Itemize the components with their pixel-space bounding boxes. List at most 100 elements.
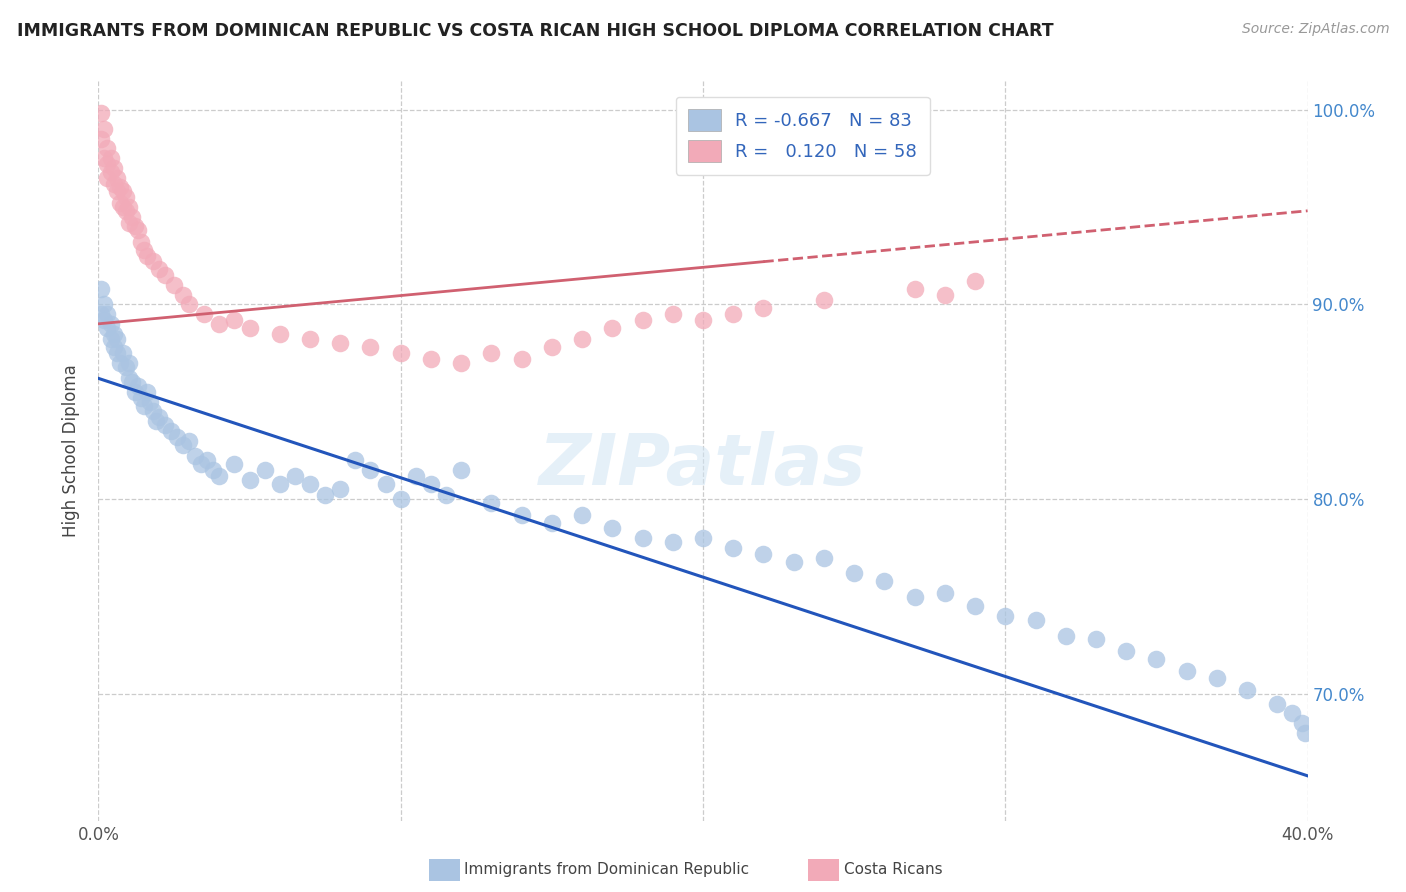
- Point: [602, 320, 624, 334]
- Point: [299, 476, 322, 491]
- Point: [1206, 672, 1229, 686]
- Point: [153, 418, 176, 433]
- Point: [108, 180, 131, 194]
- Point: [96, 307, 118, 321]
- Point: [602, 521, 624, 535]
- Point: [510, 508, 533, 522]
- Point: [148, 262, 170, 277]
- Point: [813, 293, 835, 308]
- Point: [90, 282, 112, 296]
- Point: [118, 356, 141, 370]
- Point: [450, 463, 472, 477]
- Text: ZIPatlas: ZIPatlas: [540, 431, 866, 500]
- Point: [389, 346, 412, 360]
- Point: [139, 394, 162, 409]
- Point: [184, 450, 207, 464]
- Point: [114, 190, 136, 204]
- Text: IMMIGRANTS FROM DOMINICAN REPUBLIC VS COSTA RICAN HIGH SCHOOL DIPLOMA CORRELATIO: IMMIGRANTS FROM DOMINICAN REPUBLIC VS CO…: [17, 22, 1053, 40]
- Point: [108, 196, 131, 211]
- Point: [239, 320, 262, 334]
- Point: [96, 157, 118, 171]
- Point: [208, 468, 231, 483]
- Point: [105, 346, 128, 360]
- Point: [195, 453, 218, 467]
- Point: [329, 336, 352, 351]
- Point: [105, 333, 128, 347]
- Point: [93, 122, 115, 136]
- Point: [103, 326, 125, 341]
- Point: [208, 317, 231, 331]
- Point: [108, 356, 131, 370]
- Point: [224, 313, 246, 327]
- Point: [723, 307, 745, 321]
- Point: [93, 297, 115, 311]
- Point: [934, 585, 956, 599]
- Point: [166, 430, 188, 444]
- Point: [1144, 652, 1167, 666]
- Point: [571, 508, 593, 522]
- Point: [163, 277, 186, 292]
- Point: [360, 340, 382, 354]
- Point: [540, 340, 562, 354]
- Point: [111, 200, 134, 214]
- Point: [103, 177, 125, 191]
- Point: [374, 476, 396, 491]
- Point: [100, 317, 122, 331]
- Point: [96, 170, 118, 185]
- Point: [1236, 683, 1258, 698]
- Point: [314, 488, 336, 502]
- Point: [389, 492, 412, 507]
- Point: [692, 313, 714, 327]
- Point: [965, 274, 987, 288]
- Point: [132, 399, 155, 413]
- Point: [142, 254, 165, 268]
- Point: [172, 437, 194, 451]
- Point: [481, 346, 503, 360]
- Point: [284, 468, 307, 483]
- Point: [934, 287, 956, 301]
- Point: [179, 434, 201, 448]
- Y-axis label: High School Diploma: High School Diploma: [62, 364, 80, 537]
- Point: [172, 287, 194, 301]
- Point: [1024, 613, 1046, 627]
- Point: [434, 488, 457, 502]
- Point: [420, 476, 443, 491]
- Point: [239, 473, 262, 487]
- Point: [904, 590, 927, 604]
- Point: [1054, 629, 1077, 643]
- Point: [96, 320, 118, 334]
- Point: [135, 249, 157, 263]
- Point: [129, 391, 152, 405]
- Point: [1281, 706, 1303, 721]
- Point: [224, 457, 246, 471]
- Point: [105, 185, 128, 199]
- Point: [100, 151, 122, 165]
- Point: [202, 463, 225, 477]
- Point: [190, 457, 212, 471]
- Text: Source: ZipAtlas.com: Source: ZipAtlas.com: [1241, 22, 1389, 37]
- Text: Costa Ricans: Costa Ricans: [844, 863, 942, 877]
- Point: [114, 359, 136, 374]
- Point: [111, 185, 134, 199]
- Point: [132, 243, 155, 257]
- Point: [96, 141, 118, 155]
- Point: [93, 313, 115, 327]
- Point: [135, 384, 157, 399]
- Point: [692, 531, 714, 545]
- Point: [844, 566, 866, 581]
- Point: [127, 379, 149, 393]
- Point: [571, 333, 593, 347]
- Point: [752, 301, 775, 316]
- Point: [994, 609, 1017, 624]
- Point: [723, 541, 745, 555]
- Point: [153, 268, 176, 282]
- Point: [179, 297, 201, 311]
- Point: [124, 384, 146, 399]
- Point: [481, 496, 503, 510]
- Point: [118, 371, 141, 385]
- Point: [193, 307, 215, 321]
- Point: [129, 235, 152, 249]
- Point: [105, 170, 128, 185]
- Text: Immigrants from Dominican Republic: Immigrants from Dominican Republic: [464, 863, 749, 877]
- Point: [103, 161, 125, 175]
